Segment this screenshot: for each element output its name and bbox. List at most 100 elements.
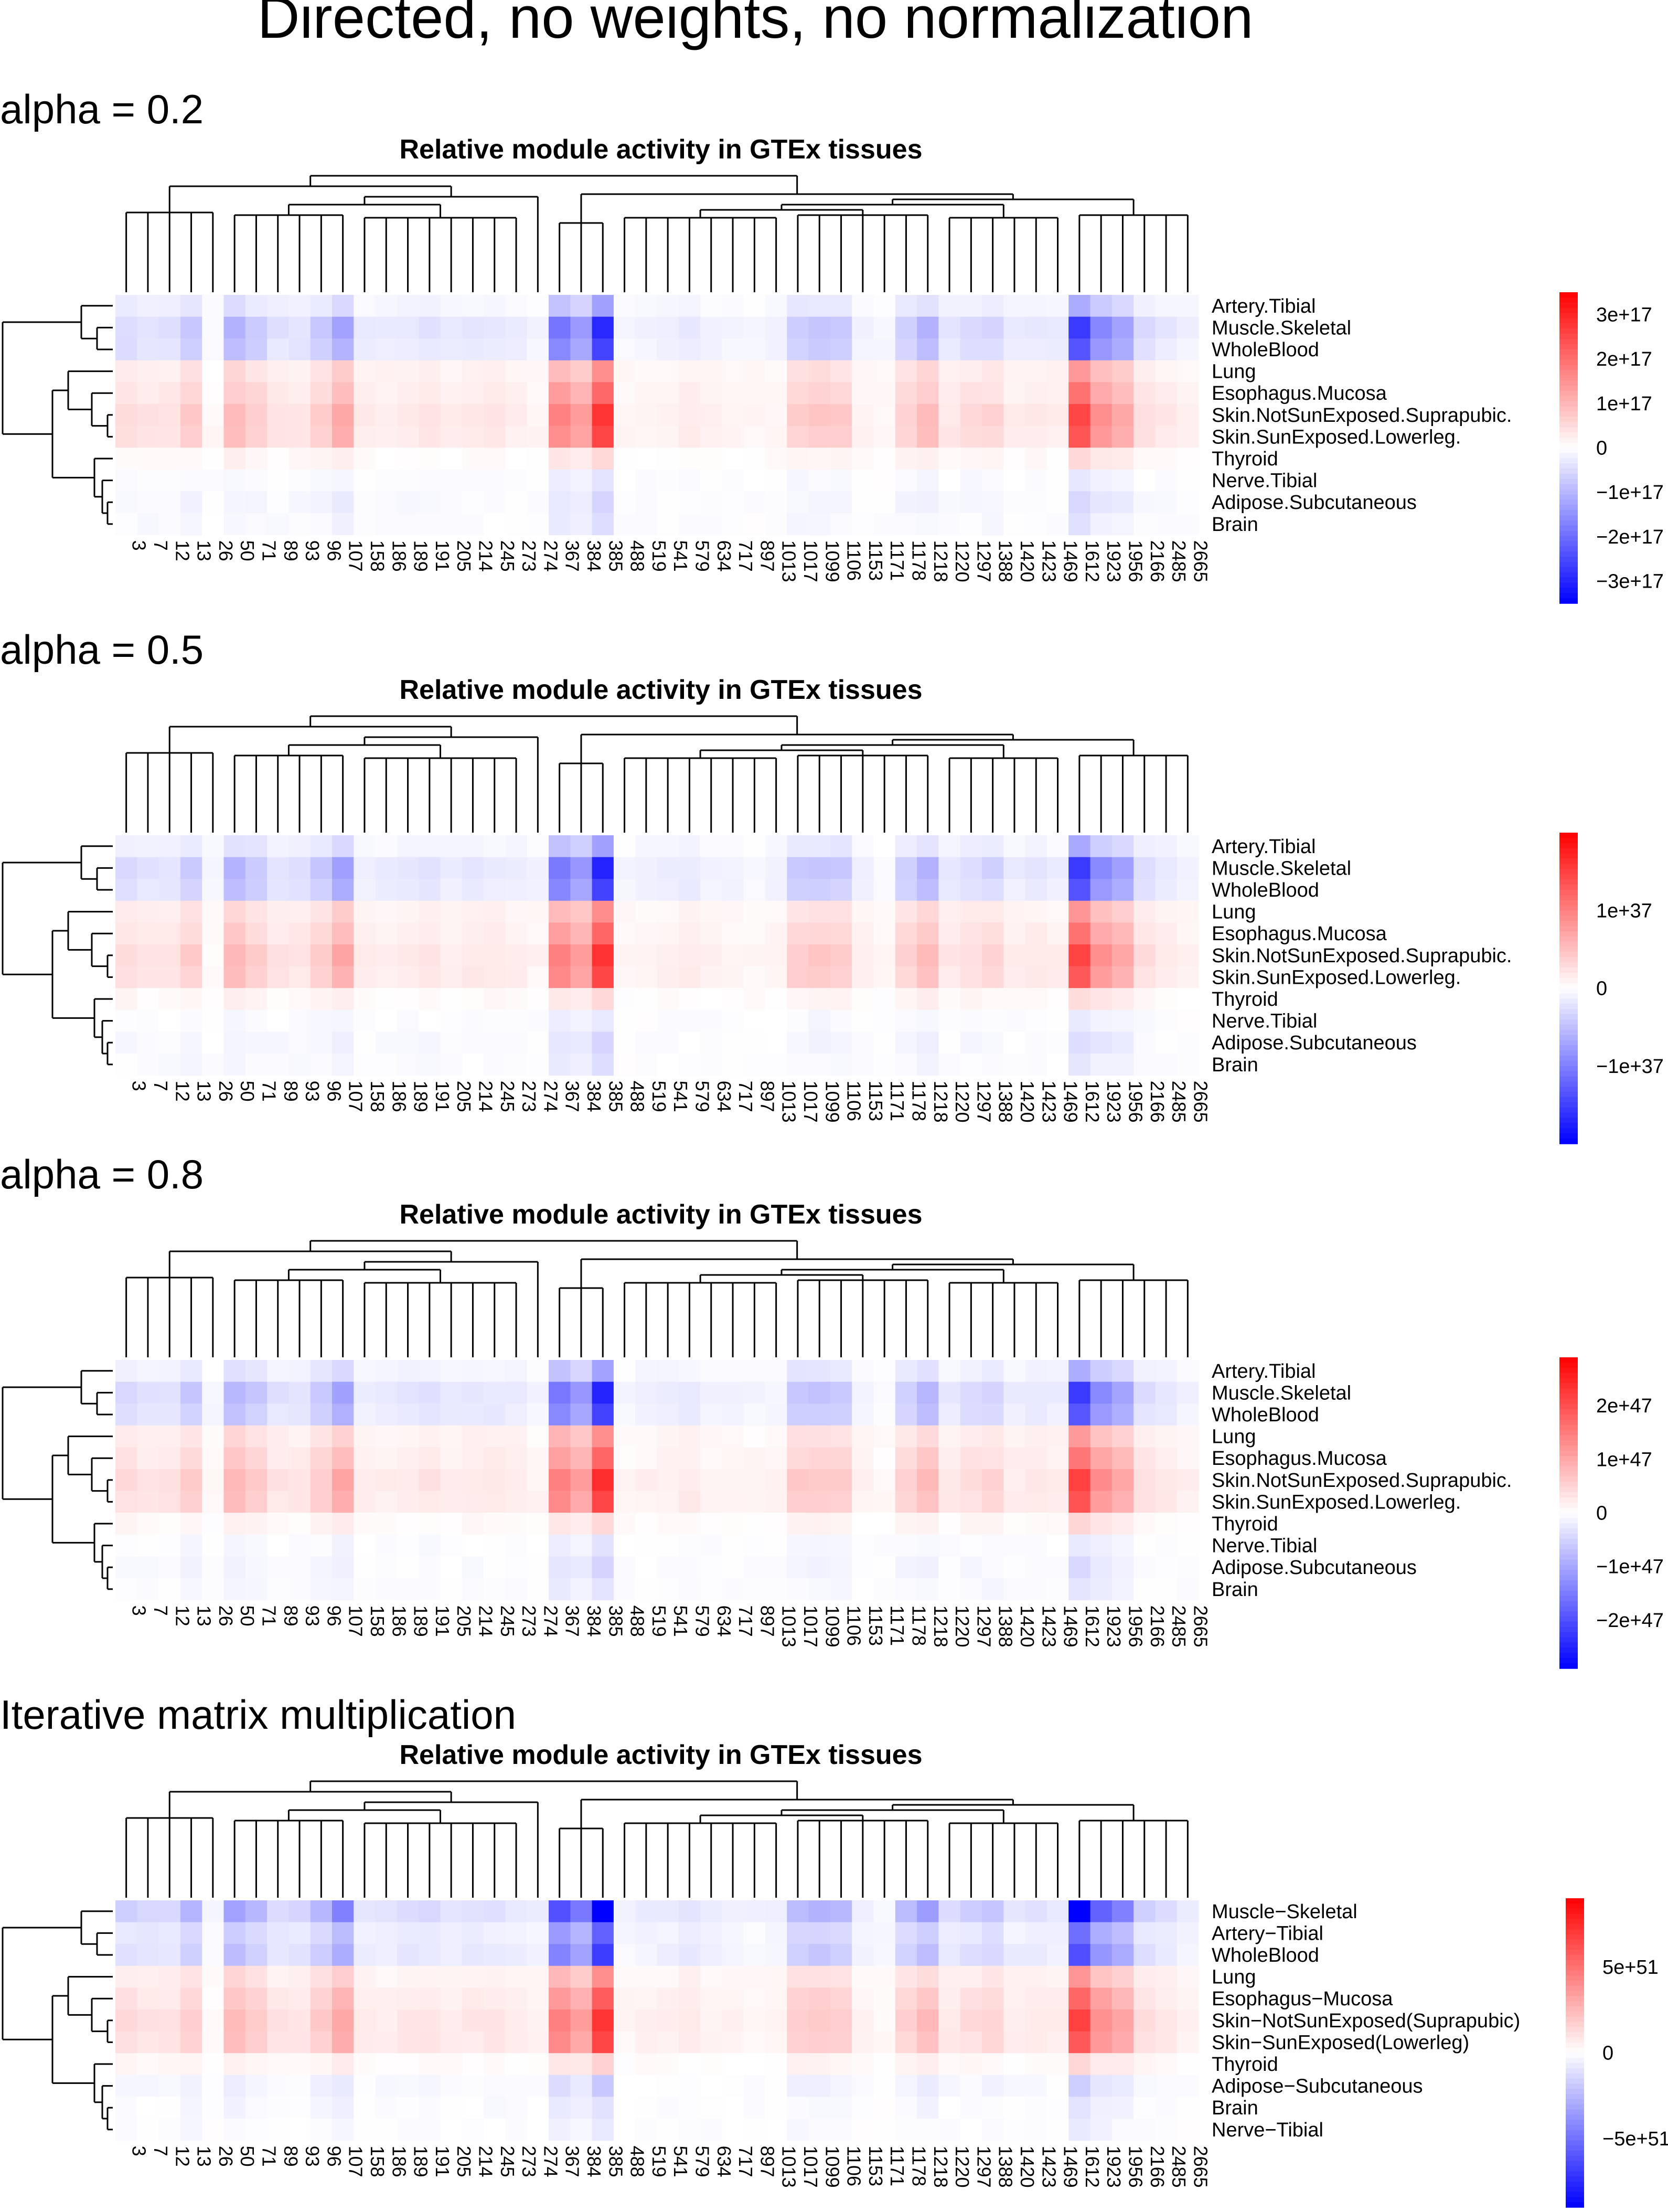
column-label: 579	[691, 1081, 713, 1112]
heatmap-cell	[808, 1009, 831, 1032]
column-label: 385	[605, 2146, 626, 2177]
heatmap-cell	[1111, 1447, 1134, 1470]
heatmap-cell	[549, 360, 571, 382]
heatmap-cell	[245, 1054, 268, 1076]
heatmap-cell	[332, 1469, 354, 1492]
column-label: 13	[194, 540, 215, 561]
heatmap-cell	[115, 1513, 137, 1535]
heatmap-cell	[570, 2031, 593, 2054]
heatmap-cell	[613, 922, 636, 945]
heatmap-cell	[852, 857, 874, 879]
column-label: 26	[215, 2146, 237, 2167]
heatmap-cell	[1025, 404, 1047, 427]
heatmap-cell	[332, 338, 354, 361]
heatmap-cell	[1134, 835, 1156, 858]
legend-swatch	[1559, 889, 1578, 896]
heatmap-cell	[1068, 338, 1091, 361]
heatmap-cell	[592, 1381, 614, 1404]
heatmap-cell	[852, 1578, 874, 1601]
heatmap-cell	[1090, 922, 1113, 945]
heatmap-cell	[527, 1578, 549, 1601]
heatmap-cell	[765, 1469, 787, 1492]
heatmap-cell	[982, 1513, 1004, 1535]
heatmap-cell	[895, 922, 917, 945]
heatmap-cell	[1155, 966, 1178, 988]
heatmap-cell	[873, 1578, 896, 1601]
heatmap-cell	[505, 900, 528, 923]
heatmap-cell	[1003, 1965, 1026, 1988]
heatmap-cell	[180, 966, 202, 988]
heatmap-cell	[1134, 1054, 1156, 1076]
heatmap-cell	[505, 857, 528, 879]
heatmap-cell	[982, 1403, 1004, 1426]
heatmap-cell	[310, 2053, 333, 2076]
heatmap-cell	[895, 1491, 917, 1513]
heatmap-cell	[202, 857, 224, 879]
heatmap-cell	[613, 966, 636, 988]
heatmap-cell	[1155, 1381, 1178, 1404]
heatmap-cell	[137, 1513, 159, 1535]
heatmap-cell	[570, 295, 593, 317]
row-label: Skin.SunExposed.Lowerleg.	[1212, 1491, 1461, 1513]
heatmap-cell	[808, 1360, 831, 1382]
heatmap-cell	[158, 835, 181, 858]
heatmap-cell	[223, 1900, 246, 1923]
heatmap-cell	[657, 1965, 679, 1988]
heatmap-cell	[288, 2097, 311, 2119]
heatmap-cell	[1046, 988, 1069, 1011]
heatmap-cell	[310, 2075, 333, 2097]
heatmap-cell	[115, 1425, 137, 1448]
heatmap-cell	[678, 900, 701, 923]
row-label: WholeBlood	[1212, 879, 1319, 901]
heatmap-cell	[657, 1578, 679, 1601]
heatmap-cell	[830, 1031, 852, 1054]
heatmap-cell	[288, 2053, 311, 2076]
heatmap-cell	[1046, 513, 1069, 536]
heatmap-cell	[245, 857, 268, 879]
heatmap-cell	[310, 469, 333, 492]
heatmap-cell	[895, 2119, 917, 2141]
heatmap-cell	[267, 1944, 289, 1966]
heatmap-cell	[873, 469, 896, 492]
heatmap-cell	[267, 1054, 289, 1076]
heatmap-cell	[657, 2119, 679, 2141]
heatmap-cell	[765, 1944, 787, 1966]
legend-swatch	[1559, 541, 1578, 547]
heatmap-cell	[223, 900, 246, 923]
heatmap-cell	[808, 944, 831, 967]
heatmap-cell	[288, 1360, 311, 1382]
column-label: 1013	[778, 1081, 800, 1123]
heatmap-cell	[938, 2009, 961, 2032]
heatmap-cell	[1177, 1900, 1199, 1923]
heatmap-cell	[1090, 1534, 1113, 1557]
heatmap-cell	[635, 1469, 658, 1492]
heatmap-cell	[1003, 900, 1026, 923]
column-label: 93	[302, 2146, 323, 2167]
legend-swatch	[1566, 1954, 1584, 1961]
heatmap-cell	[613, 404, 636, 427]
heatmap-cell	[245, 2075, 268, 2097]
legend-swatch	[1566, 1996, 1584, 2002]
heatmap-cell	[1155, 879, 1178, 901]
heatmap-cell	[223, 426, 246, 448]
heatmap-cell	[765, 1031, 787, 1054]
heatmap-cell	[549, 1556, 571, 1579]
heatmap-cell	[419, 360, 441, 382]
heatmap-cell	[873, 835, 896, 858]
heatmap-cell	[397, 1031, 419, 1054]
legend-swatch	[1566, 2063, 1584, 2069]
heatmap-cell	[1155, 2075, 1178, 2097]
heatmap-cell	[245, 382, 268, 405]
heatmap-cell	[722, 1031, 744, 1054]
heatmap-cell	[1155, 922, 1178, 945]
heatmap-cell	[310, 316, 333, 339]
legend-swatch	[1559, 1606, 1578, 1612]
heatmap-cell	[115, 513, 137, 536]
column-label: 519	[648, 2146, 670, 2177]
heatmap-cell	[895, 988, 917, 1011]
heatmap-cell	[137, 900, 159, 923]
legend-swatch	[1559, 1523, 1578, 1529]
heatmap-cell	[722, 360, 744, 382]
heatmap-cell	[1003, 360, 1026, 382]
